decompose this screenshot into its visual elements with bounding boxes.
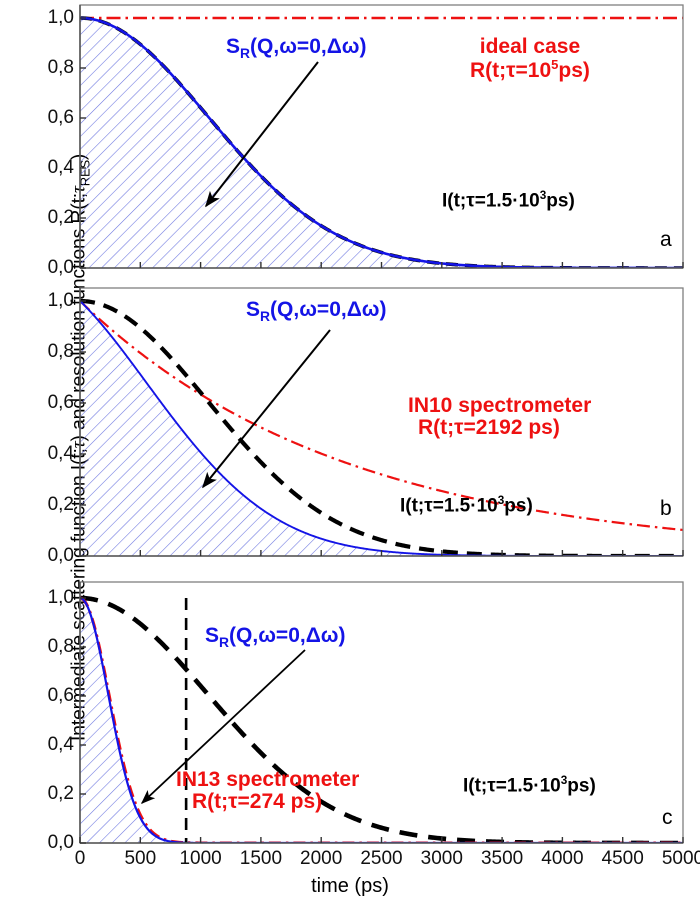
panel-b-red-annotation: IN10 spectrometer R(t;τ=2192 ps) (408, 394, 592, 440)
panel-a-blue-annotation: SR(Q,ω=0,Δω) (226, 35, 367, 62)
panel-a-red-post: ps) (558, 59, 590, 83)
x-tick-label: 2000 (300, 848, 343, 869)
panel-b-blue-s: S (246, 298, 261, 321)
y-tick-label: 0,2 (47, 783, 74, 804)
panel-c-blue-annotation: SR(Q,ω=0,Δω) (205, 624, 346, 651)
y-tick-label: 0,2 (47, 207, 74, 228)
panel-b-blue-rest: (Q,ω=0,Δω) (270, 298, 387, 321)
y-tick-label: 0,6 (47, 685, 74, 706)
x-tick-label: 2500 (360, 848, 403, 869)
panel-letter-b: b (660, 497, 672, 520)
panel-c-blue-sub: R (219, 634, 230, 651)
y-tick-label: 0,8 (47, 636, 74, 657)
panel-a-black-sup: 3 (539, 189, 547, 202)
panel-a-red-annotation: ideal case R(t;τ=105ps) (470, 35, 590, 83)
panel-c-red-annotation: IN13 spectrometer R(t;τ=274 ps) (176, 768, 360, 814)
panel-c-red-line2: R(t;τ=274 ps) (192, 790, 323, 814)
y-tick-label: 0,4 (47, 734, 74, 755)
y-tick-label: 0,6 (47, 392, 74, 413)
panel-b-blue-annotation: SR(Q,ω=0,Δω) (246, 298, 387, 325)
panel-a-blue-rest: (Q,ω=0,Δω) (250, 35, 367, 58)
panel-c-black-annotation: I(t;τ=1.5·103ps) (463, 774, 596, 797)
panel-a-black-annotation: I(t;τ=1.5·103ps) (442, 189, 575, 212)
panel-b-red-line2: R(t;τ=2192 ps) (418, 416, 560, 440)
panel-a-black-post: ps) (546, 190, 575, 212)
panel-c-blue-s: S (205, 624, 220, 647)
panel-c-blue-rest: (Q,ω=0,Δω) (229, 624, 346, 647)
panel-a-blue-sub: R (240, 45, 251, 62)
panel-b-red-line1: IN10 spectrometer (408, 394, 592, 417)
panel-b-black-pre: I(t;τ=1.5·10 (400, 495, 498, 517)
panel-b-blue-sub: R (260, 308, 271, 325)
y-tick-label: 1,0 (47, 7, 74, 28)
panel-letter-c: c (662, 806, 673, 829)
x-axis-label: time (ps) (311, 875, 389, 897)
panel-a-red-line1: ideal case (479, 35, 581, 58)
x-tick-label: 3000 (420, 848, 463, 869)
y-tick-label: 0,0 (47, 545, 74, 566)
x-tick-label: 1500 (239, 848, 283, 869)
panel-c-black-pre: I(t;τ=1.5·10 (463, 775, 561, 797)
y-tick-label: 0,4 (47, 443, 74, 464)
y-tick-label: 0,8 (47, 341, 74, 362)
x-tick-label: 0 (74, 848, 86, 869)
x-tick-label: 500 (124, 848, 157, 869)
panel-a-red-line2: R(t;τ=105ps) (470, 58, 590, 82)
y-tick-label: 0,0 (47, 832, 74, 853)
panel-b-black-sup: 3 (497, 494, 505, 507)
y-tick-label: 0,0 (47, 257, 74, 278)
panel-a-blue-s: S (226, 35, 241, 58)
x-tick-label: 4000 (541, 848, 584, 869)
x-tick-label: 4500 (601, 848, 644, 869)
panel-c-red-line1: IN13 spectrometer (176, 768, 360, 791)
y-tick-label: 0,8 (47, 57, 74, 78)
panel-a-red-pre: R(t;τ=10 (470, 59, 552, 83)
panel-b-black-annotation: I(t;τ=1.5·103ps) (400, 494, 533, 517)
y-tick-label: 0,2 (47, 494, 74, 515)
x-tick-label: 3500 (480, 848, 524, 869)
x-tick-label: 1000 (179, 848, 222, 869)
y-tick-label: 1,0 (47, 587, 74, 608)
panel-a-black-pre: I(t;τ=1.5·10 (442, 190, 540, 212)
panel-c-black-post: ps) (567, 775, 596, 797)
y-tick-label: 0,6 (47, 107, 74, 128)
x-tick-label: 5000 (661, 848, 700, 869)
panel-a-red-sup: 5 (551, 57, 559, 73)
y-tick-label: 0,4 (47, 157, 74, 178)
panel-letter-a: a (660, 228, 672, 251)
panel-c-black-sup: 3 (560, 774, 568, 787)
panel-b-black-post: ps) (504, 495, 533, 517)
y-tick-label: 1,0 (47, 290, 74, 311)
